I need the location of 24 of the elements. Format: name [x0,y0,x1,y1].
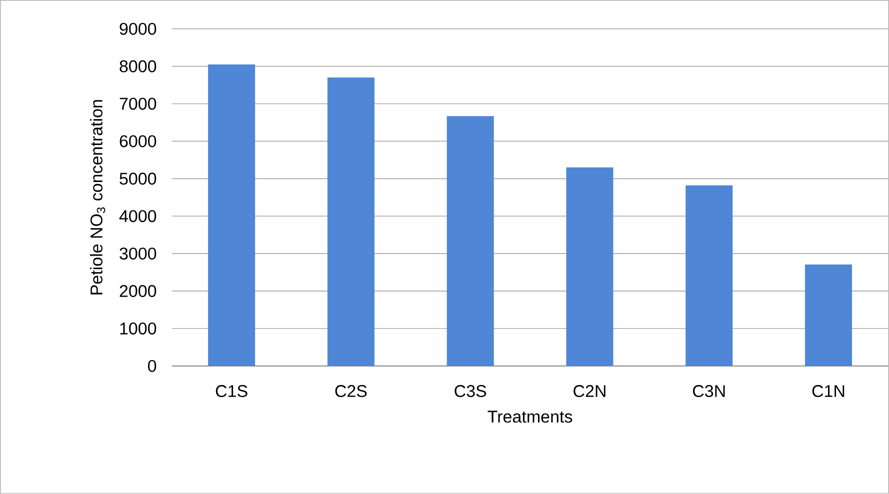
bar [804,264,852,366]
x-tick-label: C3N [692,385,725,398]
y-axis-title: Petiole NO$_{3}$ concentration [90,100,106,294]
y-tick-label: 6000 [120,135,156,148]
x-tick-label: C1S [216,385,248,398]
y-tick-label: 3000 [120,248,156,260]
y-tick-label: 9000 [120,22,156,35]
x-tick-label: C1N [812,385,844,398]
bar [686,186,733,366]
x-axis-title: Treatments [488,410,572,423]
bar [566,168,614,366]
bar [208,64,256,366]
y-tick-label: 8000 [120,60,156,72]
y-tick-label: 1000 [120,322,156,335]
x-tick-label: C3S [454,385,486,398]
x-tick-label: C2S [335,385,367,398]
y-tick-label: 0 [148,360,156,372]
y-tick-label: 2000 [120,285,156,298]
x-tick-label: C2N [574,385,606,398]
bar [327,78,374,366]
bar [446,116,494,366]
y-tick-label: 4000 [119,210,156,222]
y-tick-label: 5000 [120,172,156,185]
y-tick-label: 7000 [120,98,156,110]
